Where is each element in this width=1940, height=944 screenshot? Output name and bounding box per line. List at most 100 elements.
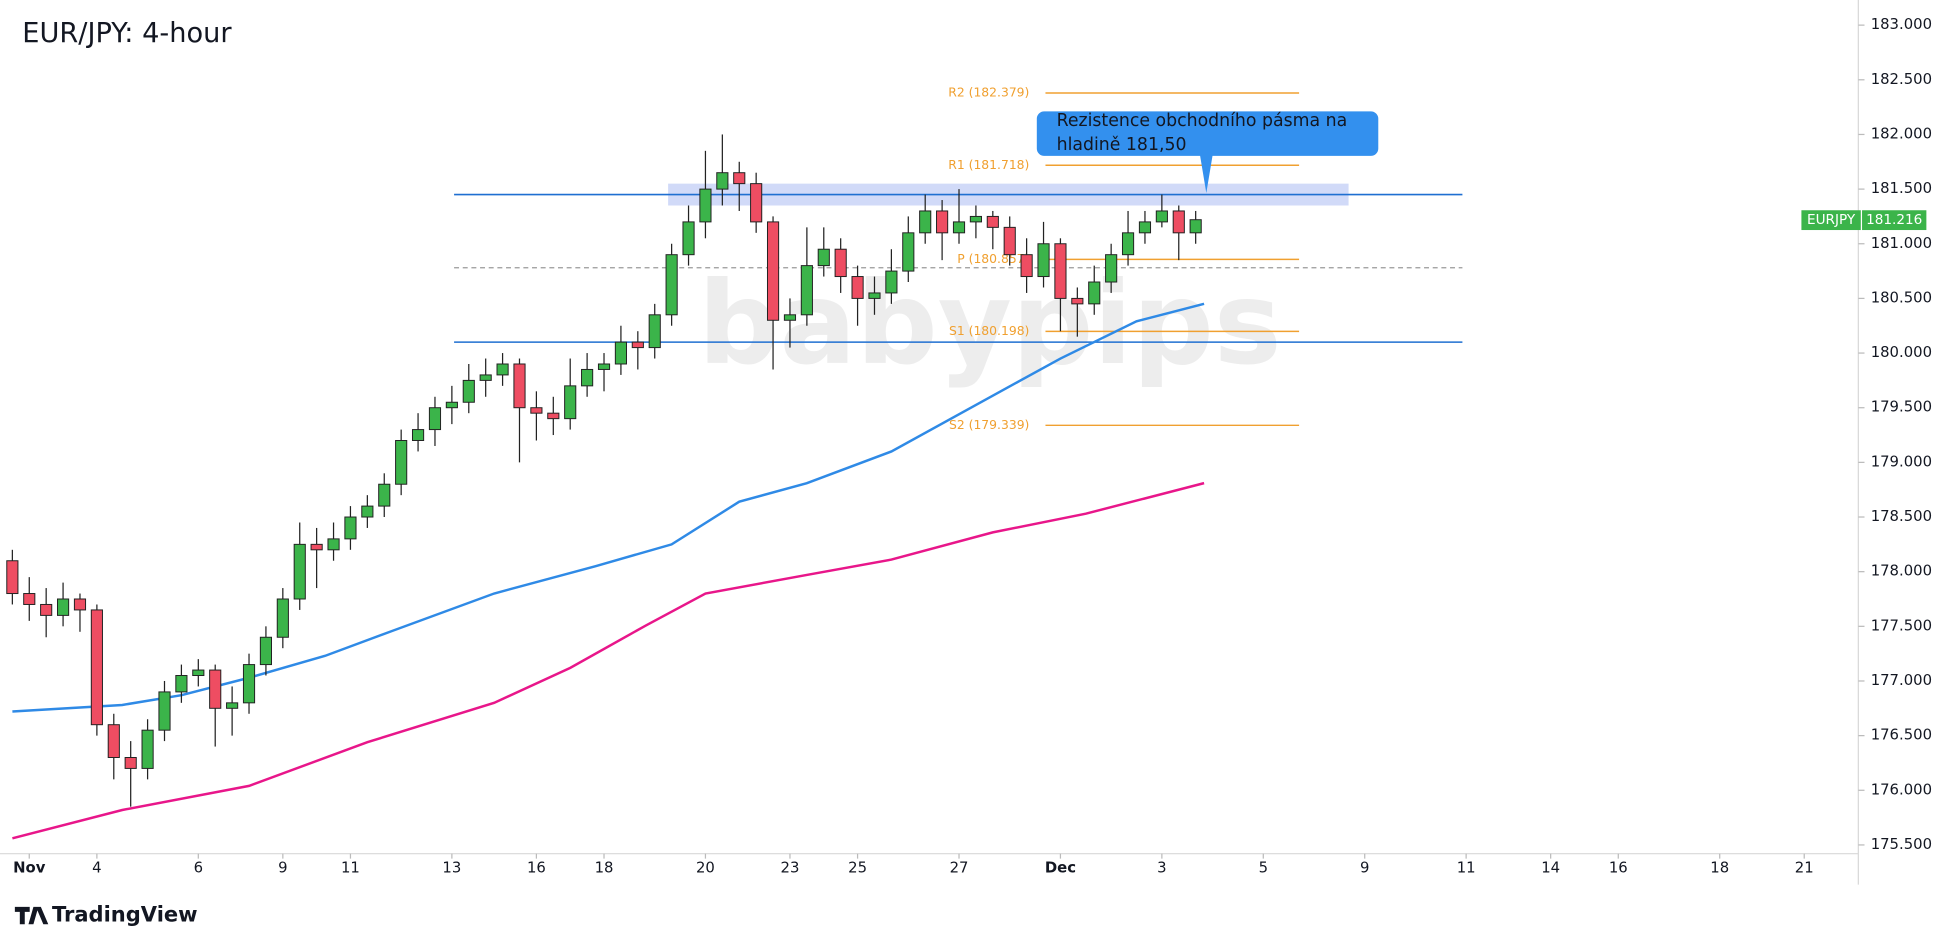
candle-body xyxy=(175,675,188,693)
pivot-label: S2 (179.339) xyxy=(949,418,1029,432)
candle-body xyxy=(107,724,120,758)
candle-body xyxy=(310,543,323,551)
x-tick-label: 4 xyxy=(92,860,101,877)
candle-body xyxy=(597,363,611,370)
candle-body xyxy=(1071,297,1084,305)
y-tick-label: 178.500 xyxy=(1871,508,1932,525)
candle-body xyxy=(445,401,458,409)
candle-body xyxy=(1121,232,1135,256)
candle-body xyxy=(23,593,36,605)
plot: R2 (182.379) R1 (181.718) P (180.857) S1 (1… xyxy=(6,86,1463,840)
x-tick-label: 11 xyxy=(341,860,360,877)
candle-body xyxy=(766,221,780,321)
candle-body xyxy=(1020,254,1033,278)
x-tick-label: 20 xyxy=(696,860,715,877)
y-tick-label: 179.500 xyxy=(1871,399,1932,416)
y-tick-label: 177.000 xyxy=(1871,672,1932,689)
candle-body xyxy=(952,221,966,234)
pivot-label: S1 (180.198) xyxy=(949,324,1029,338)
candle-body xyxy=(158,691,171,731)
y-tick-label: 183.000 xyxy=(1871,16,1932,33)
candle-body xyxy=(411,429,425,441)
y-tick-label: 180.500 xyxy=(1871,289,1932,306)
candle-body xyxy=(1189,219,1202,234)
y-tick-label: 181.500 xyxy=(1871,180,1932,197)
candle-body xyxy=(851,276,864,299)
candle-body xyxy=(513,363,526,409)
candle-body xyxy=(919,210,932,234)
watermark: babypips xyxy=(698,257,1282,390)
annotation-box xyxy=(1036,111,1379,194)
candle-body xyxy=(885,270,898,294)
y-tick-label: 182.000 xyxy=(1871,125,1932,142)
candle-body xyxy=(395,440,408,485)
candle-body xyxy=(750,183,763,223)
x-tick-label: 25 xyxy=(848,860,867,877)
candle-body xyxy=(733,172,746,185)
candle-body xyxy=(547,412,560,420)
candle-body xyxy=(6,560,19,595)
candle-body xyxy=(327,538,340,551)
candle-body xyxy=(496,363,509,376)
candle-body xyxy=(378,483,391,507)
candle-body xyxy=(73,598,87,611)
candle-body xyxy=(800,265,813,316)
x-tick-label: 6 xyxy=(194,860,203,877)
candle-body xyxy=(1105,254,1118,283)
symbol-tag-text: EURJPY xyxy=(1807,212,1856,228)
candle-body xyxy=(90,609,103,726)
y-tick-label: 181.000 xyxy=(1871,235,1932,252)
annotation-text: Rezistence obchodního pásma na xyxy=(1057,111,1348,131)
x-tick-label: 16 xyxy=(527,860,546,877)
candle-body xyxy=(648,314,661,349)
y-tick-label: 177.500 xyxy=(1871,617,1932,634)
candle-body xyxy=(699,188,712,223)
candle-body xyxy=(564,385,577,420)
candle-body xyxy=(986,215,999,228)
candle-body xyxy=(817,248,830,267)
chart-title: EUR/JPY: 4-hour xyxy=(22,18,232,49)
candle-body xyxy=(1172,210,1185,234)
candle-body xyxy=(614,341,627,365)
candle-body xyxy=(344,516,357,540)
y-tick-label: 182.500 xyxy=(1871,71,1932,88)
x-tick-label: Nov xyxy=(13,860,46,877)
y-tick-label: 176.500 xyxy=(1871,727,1932,744)
candle-body xyxy=(682,221,695,256)
candle-body xyxy=(834,248,847,278)
candle-body xyxy=(276,598,289,638)
x-tick-label: Dec xyxy=(1045,860,1076,877)
candle-body xyxy=(665,254,678,316)
x-tick-label: 3 xyxy=(1157,860,1166,877)
candle-body xyxy=(1138,221,1152,234)
candle-body xyxy=(428,407,442,431)
pivot-label: R1 (181.718) xyxy=(948,158,1029,172)
candle-body xyxy=(1054,243,1067,299)
candle-body xyxy=(259,636,272,666)
y-tick-label: 176.000 xyxy=(1871,781,1932,798)
candle-body xyxy=(868,292,881,299)
x-tick-label: 23 xyxy=(781,860,800,877)
moving-average xyxy=(12,481,1205,840)
candle-body xyxy=(56,598,70,616)
candle-body xyxy=(969,215,982,223)
candle-body xyxy=(1003,226,1016,256)
x-tick-label: 9 xyxy=(278,860,287,877)
candle-body xyxy=(242,664,256,704)
x-tick-label: 14 xyxy=(1541,860,1560,877)
annotation-text: hladině 181,50 xyxy=(1057,135,1187,155)
candle-body xyxy=(40,603,53,616)
candle-body xyxy=(1037,243,1050,278)
x-tick-label: 21 xyxy=(1795,860,1814,877)
candle-body xyxy=(530,407,543,414)
x-tick-label: 5 xyxy=(1259,860,1268,877)
x-tick-label: 16 xyxy=(1609,860,1628,877)
x-tick-label: 13 xyxy=(442,860,461,877)
candle-body xyxy=(226,702,239,709)
brand: TradingView xyxy=(52,902,198,927)
candle-body xyxy=(902,232,915,272)
y-tick-label: 175.500 xyxy=(1871,836,1932,853)
candle-body xyxy=(936,210,949,234)
